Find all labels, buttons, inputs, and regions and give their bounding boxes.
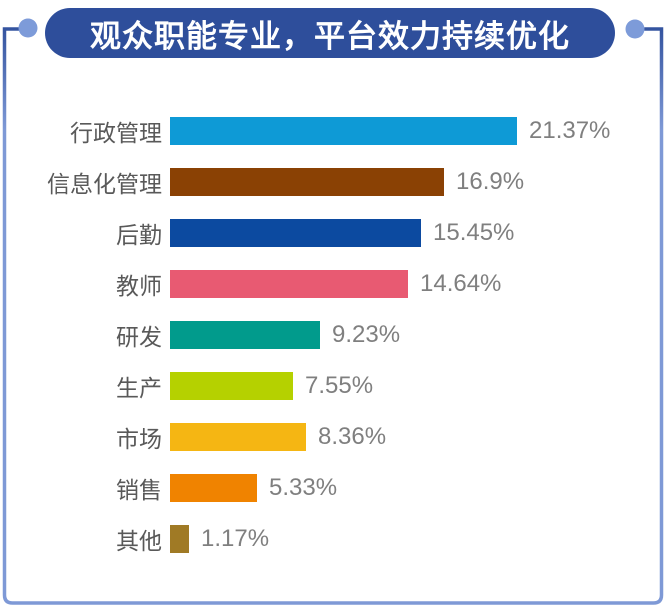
bar-chart: 行政管理 21.37% 信息化管理 16.9% 后勤 15.45% 教师 14.64% 研发 9.… [40,105,640,564]
bar-row: 信息化管理 16.9% [40,156,640,207]
bar-row: 研发 9.23% [40,309,640,360]
bar-row: 生产 7.55% [40,360,640,411]
bar-row: 行政管理 21.37% [40,105,640,156]
bar [170,524,189,553]
category-label: 信息化管理 [47,170,162,197]
page-title-banner: 观众职能专业，平台效力持续优化 [45,8,615,58]
category-label: 生产 [116,374,162,401]
value-label: 7.55% [305,371,374,399]
bar [170,473,257,502]
bar [170,167,444,196]
category-label: 销售 [116,476,162,503]
category-label: 行政管理 [70,119,162,146]
value-label: 15.45% [433,218,515,246]
category-label: 市场 [116,425,162,452]
bar [170,269,408,298]
value-label: 8.36% [318,422,387,450]
bar [170,218,421,247]
right-dot-icon [625,19,645,39]
bar [170,422,306,451]
bar [170,320,320,349]
category-label: 教师 [116,272,162,299]
category-label: 其他 [116,527,162,554]
value-label: 5.33% [269,473,338,501]
value-label: 9.23% [332,320,401,348]
bar-row: 销售 5.33% [40,462,640,513]
bar-row: 后勤 15.45% [40,207,640,258]
bar-row: 教师 14.64% [40,258,640,309]
bar [170,371,293,400]
category-label: 研发 [116,323,162,350]
category-label: 后勤 [116,221,162,248]
bar [170,116,517,145]
value-label: 21.37% [529,116,611,144]
value-label: 14.64% [420,269,502,297]
page-title: 观众职能专业，平台效力持续优化 [90,18,570,54]
bar-row: 市场 8.36% [40,411,640,462]
left-dot-icon [18,18,38,38]
value-label: 16.9% [456,167,525,195]
bar-row: 其他 1.17% [40,513,640,564]
value-label: 1.17% [201,524,270,552]
